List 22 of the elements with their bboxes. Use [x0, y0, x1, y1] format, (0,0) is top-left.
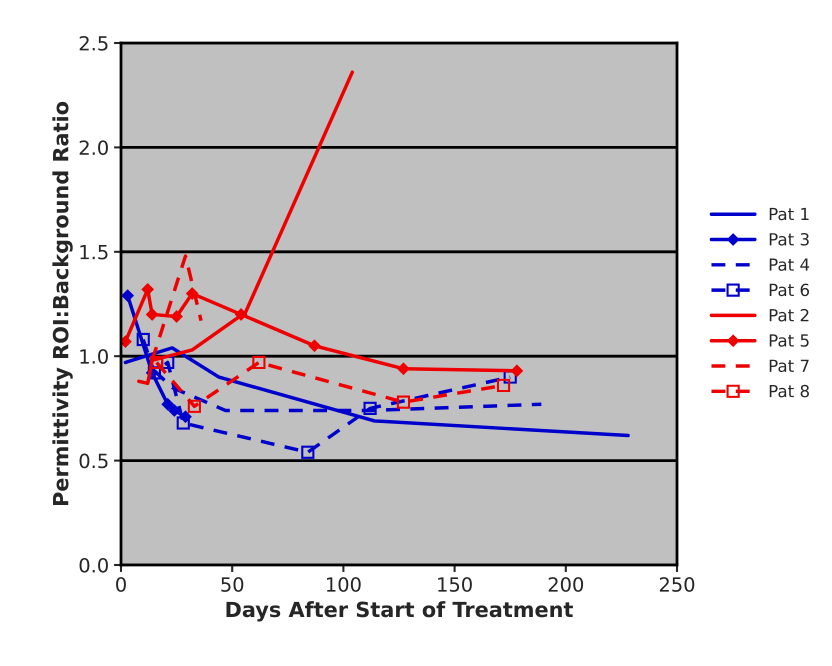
- legend-label: Pat 5: [770, 334, 809, 347]
- legend-label: Pat 2: [770, 308, 808, 322]
- x-axis-title: Days After Start of Treatment: [226, 601, 573, 622]
- legend-label: Pat 4: [770, 258, 810, 271]
- x-tick-label: 200: [548, 577, 584, 592]
- y-tick-label: 0.5: [80, 454, 108, 468]
- x-tick-label: 250: [660, 577, 694, 592]
- legend-label: Pat 1: [770, 208, 809, 220]
- legend-label: Pat 8: [770, 384, 809, 398]
- y-tick-label: 2.5: [80, 36, 108, 51]
- x-tick-label: 0: [116, 577, 126, 592]
- x-tick-label: 150: [438, 577, 472, 592]
- x-tick-label: 100: [326, 577, 361, 592]
- legend-label: Pat 7: [770, 360, 809, 372]
- y-tick-label: 0.0: [80, 558, 108, 573]
- y-axis-title: Permittivity ROI:Background Ratio: [52, 102, 73, 506]
- y-tick-label: 2.0: [80, 140, 108, 156]
- x-tick-label: 50: [221, 577, 244, 592]
- y-tick-label: 1.0: [80, 349, 108, 364]
- y-tick-label: 1.5: [80, 245, 108, 260]
- legend-label: Pat 3: [770, 232, 809, 246]
- legend-label: Pat 6: [770, 284, 810, 296]
